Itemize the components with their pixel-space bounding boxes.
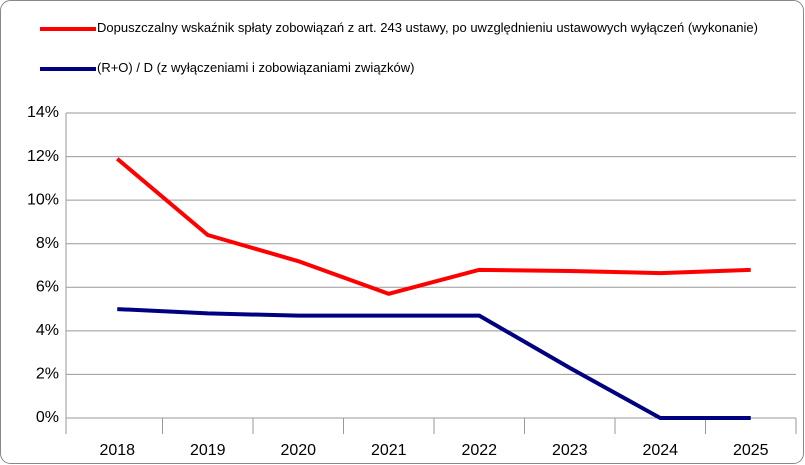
x-tick-label: 2023 — [552, 442, 588, 459]
legend-swatch — [40, 67, 96, 71]
y-tick-label: 4% — [36, 322, 59, 339]
x-tick-label: 2020 — [280, 442, 316, 459]
series-line — [115, 157, 751, 296]
legend-label: (R+O) / D (z wyłączeniami i zobowiązania… — [97, 60, 415, 75]
series-line — [117, 307, 751, 420]
y-tick-label: 2% — [36, 366, 59, 383]
x-tick-label: 2025 — [733, 442, 769, 459]
legend-label: Dopuszczalny wskaźnik spłaty zobowiązań … — [97, 20, 758, 35]
y-tick-label: 12% — [27, 148, 59, 165]
x-tick-label: 2024 — [642, 442, 678, 459]
y-tick-label: 6% — [36, 279, 59, 296]
x-tick-label: 2022 — [461, 442, 497, 459]
legend-item: (R+O) / D (z wyłączeniami i zobowiązania… — [40, 58, 800, 78]
x-tick-label: 2018 — [99, 442, 135, 459]
x-tick-label: 2021 — [371, 442, 407, 459]
legend-swatch — [40, 27, 96, 31]
y-tick-label: 10% — [27, 191, 59, 208]
x-tick-label: 2019 — [190, 442, 226, 459]
legend-item: Dopuszczalny wskaźnik spłaty zobowiązań … — [40, 18, 800, 38]
y-tick-label: 14% — [27, 104, 59, 121]
y-tick-label: 8% — [36, 235, 59, 252]
y-tick-label: 0% — [36, 409, 59, 426]
